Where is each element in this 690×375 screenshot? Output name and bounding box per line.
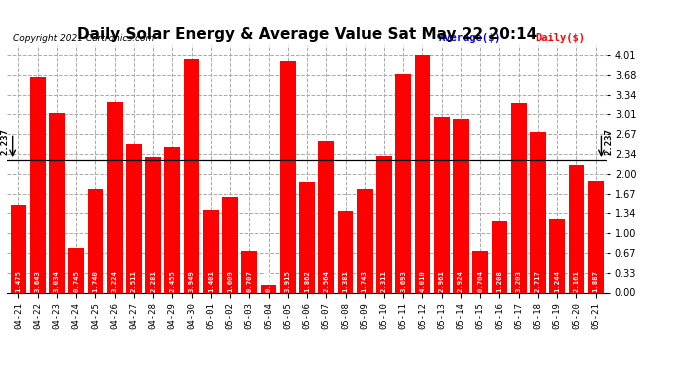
Bar <box>588 181 604 292</box>
Bar <box>184 58 199 292</box>
Text: 2.237: 2.237 <box>604 128 613 155</box>
Text: 3.203: 3.203 <box>515 270 522 292</box>
Bar <box>357 189 373 292</box>
Bar <box>49 113 65 292</box>
Bar <box>107 102 123 292</box>
Text: 1.609: 1.609 <box>227 270 233 292</box>
Text: 1.244: 1.244 <box>554 270 560 292</box>
Text: 3.949: 3.949 <box>188 270 195 292</box>
Text: 2.564: 2.564 <box>324 270 329 292</box>
Text: 1.862: 1.862 <box>304 270 310 292</box>
Bar <box>473 251 488 292</box>
Bar <box>261 285 277 292</box>
Bar <box>569 165 584 292</box>
Text: 2.924: 2.924 <box>458 270 464 292</box>
Bar <box>530 132 546 292</box>
Text: 2.961: 2.961 <box>439 270 445 292</box>
Bar <box>68 248 84 292</box>
Bar <box>376 156 392 292</box>
Bar <box>491 221 507 292</box>
Text: 1.381: 1.381 <box>342 270 348 292</box>
Bar <box>164 147 180 292</box>
Text: 3.224: 3.224 <box>112 270 118 292</box>
Text: 3.643: 3.643 <box>34 270 41 292</box>
Text: 1.208: 1.208 <box>496 270 502 292</box>
Text: 2.161: 2.161 <box>573 270 580 292</box>
Bar <box>222 197 238 292</box>
Bar <box>241 251 257 292</box>
Text: Copyright 2021 Cartronics.com: Copyright 2021 Cartronics.com <box>13 33 154 42</box>
Text: 1.401: 1.401 <box>208 270 214 292</box>
Text: 3.034: 3.034 <box>54 270 60 292</box>
Bar <box>318 141 334 292</box>
Bar <box>511 103 526 292</box>
Text: 0.745: 0.745 <box>73 270 79 292</box>
Text: 1.740: 1.740 <box>92 270 99 292</box>
Text: 0.129: 0.129 <box>266 270 272 292</box>
Bar <box>415 55 431 292</box>
Text: 2.237: 2.237 <box>1 128 10 155</box>
Bar <box>203 210 219 292</box>
Text: 2.717: 2.717 <box>535 270 541 292</box>
Text: 3.693: 3.693 <box>400 270 406 292</box>
Bar <box>299 182 315 292</box>
Text: 1.743: 1.743 <box>362 270 368 292</box>
Bar <box>395 74 411 292</box>
Text: 4.010: 4.010 <box>420 270 426 292</box>
Bar <box>337 211 353 292</box>
Text: 0.707: 0.707 <box>246 270 253 292</box>
Bar <box>10 205 26 292</box>
Bar <box>88 189 103 292</box>
Text: 1.475: 1.475 <box>15 270 21 292</box>
Bar <box>549 219 565 292</box>
Bar <box>30 77 46 292</box>
Text: 2.511: 2.511 <box>131 270 137 292</box>
Bar <box>126 144 141 292</box>
Text: 2.281: 2.281 <box>150 270 156 292</box>
Text: 0.704: 0.704 <box>477 270 483 292</box>
Text: 2.311: 2.311 <box>381 270 387 292</box>
Bar <box>145 158 161 292</box>
Bar <box>453 119 469 292</box>
Title: Daily Solar Energy & Average Value Sat May 22 20:14: Daily Solar Energy & Average Value Sat M… <box>77 27 538 42</box>
Bar <box>280 61 296 292</box>
Text: 3.915: 3.915 <box>285 270 290 292</box>
Text: Average($): Average($) <box>439 33 502 42</box>
Bar <box>434 117 450 292</box>
Text: Daily($): Daily($) <box>535 33 585 42</box>
Text: 1.887: 1.887 <box>593 270 599 292</box>
Text: 2.455: 2.455 <box>169 270 175 292</box>
